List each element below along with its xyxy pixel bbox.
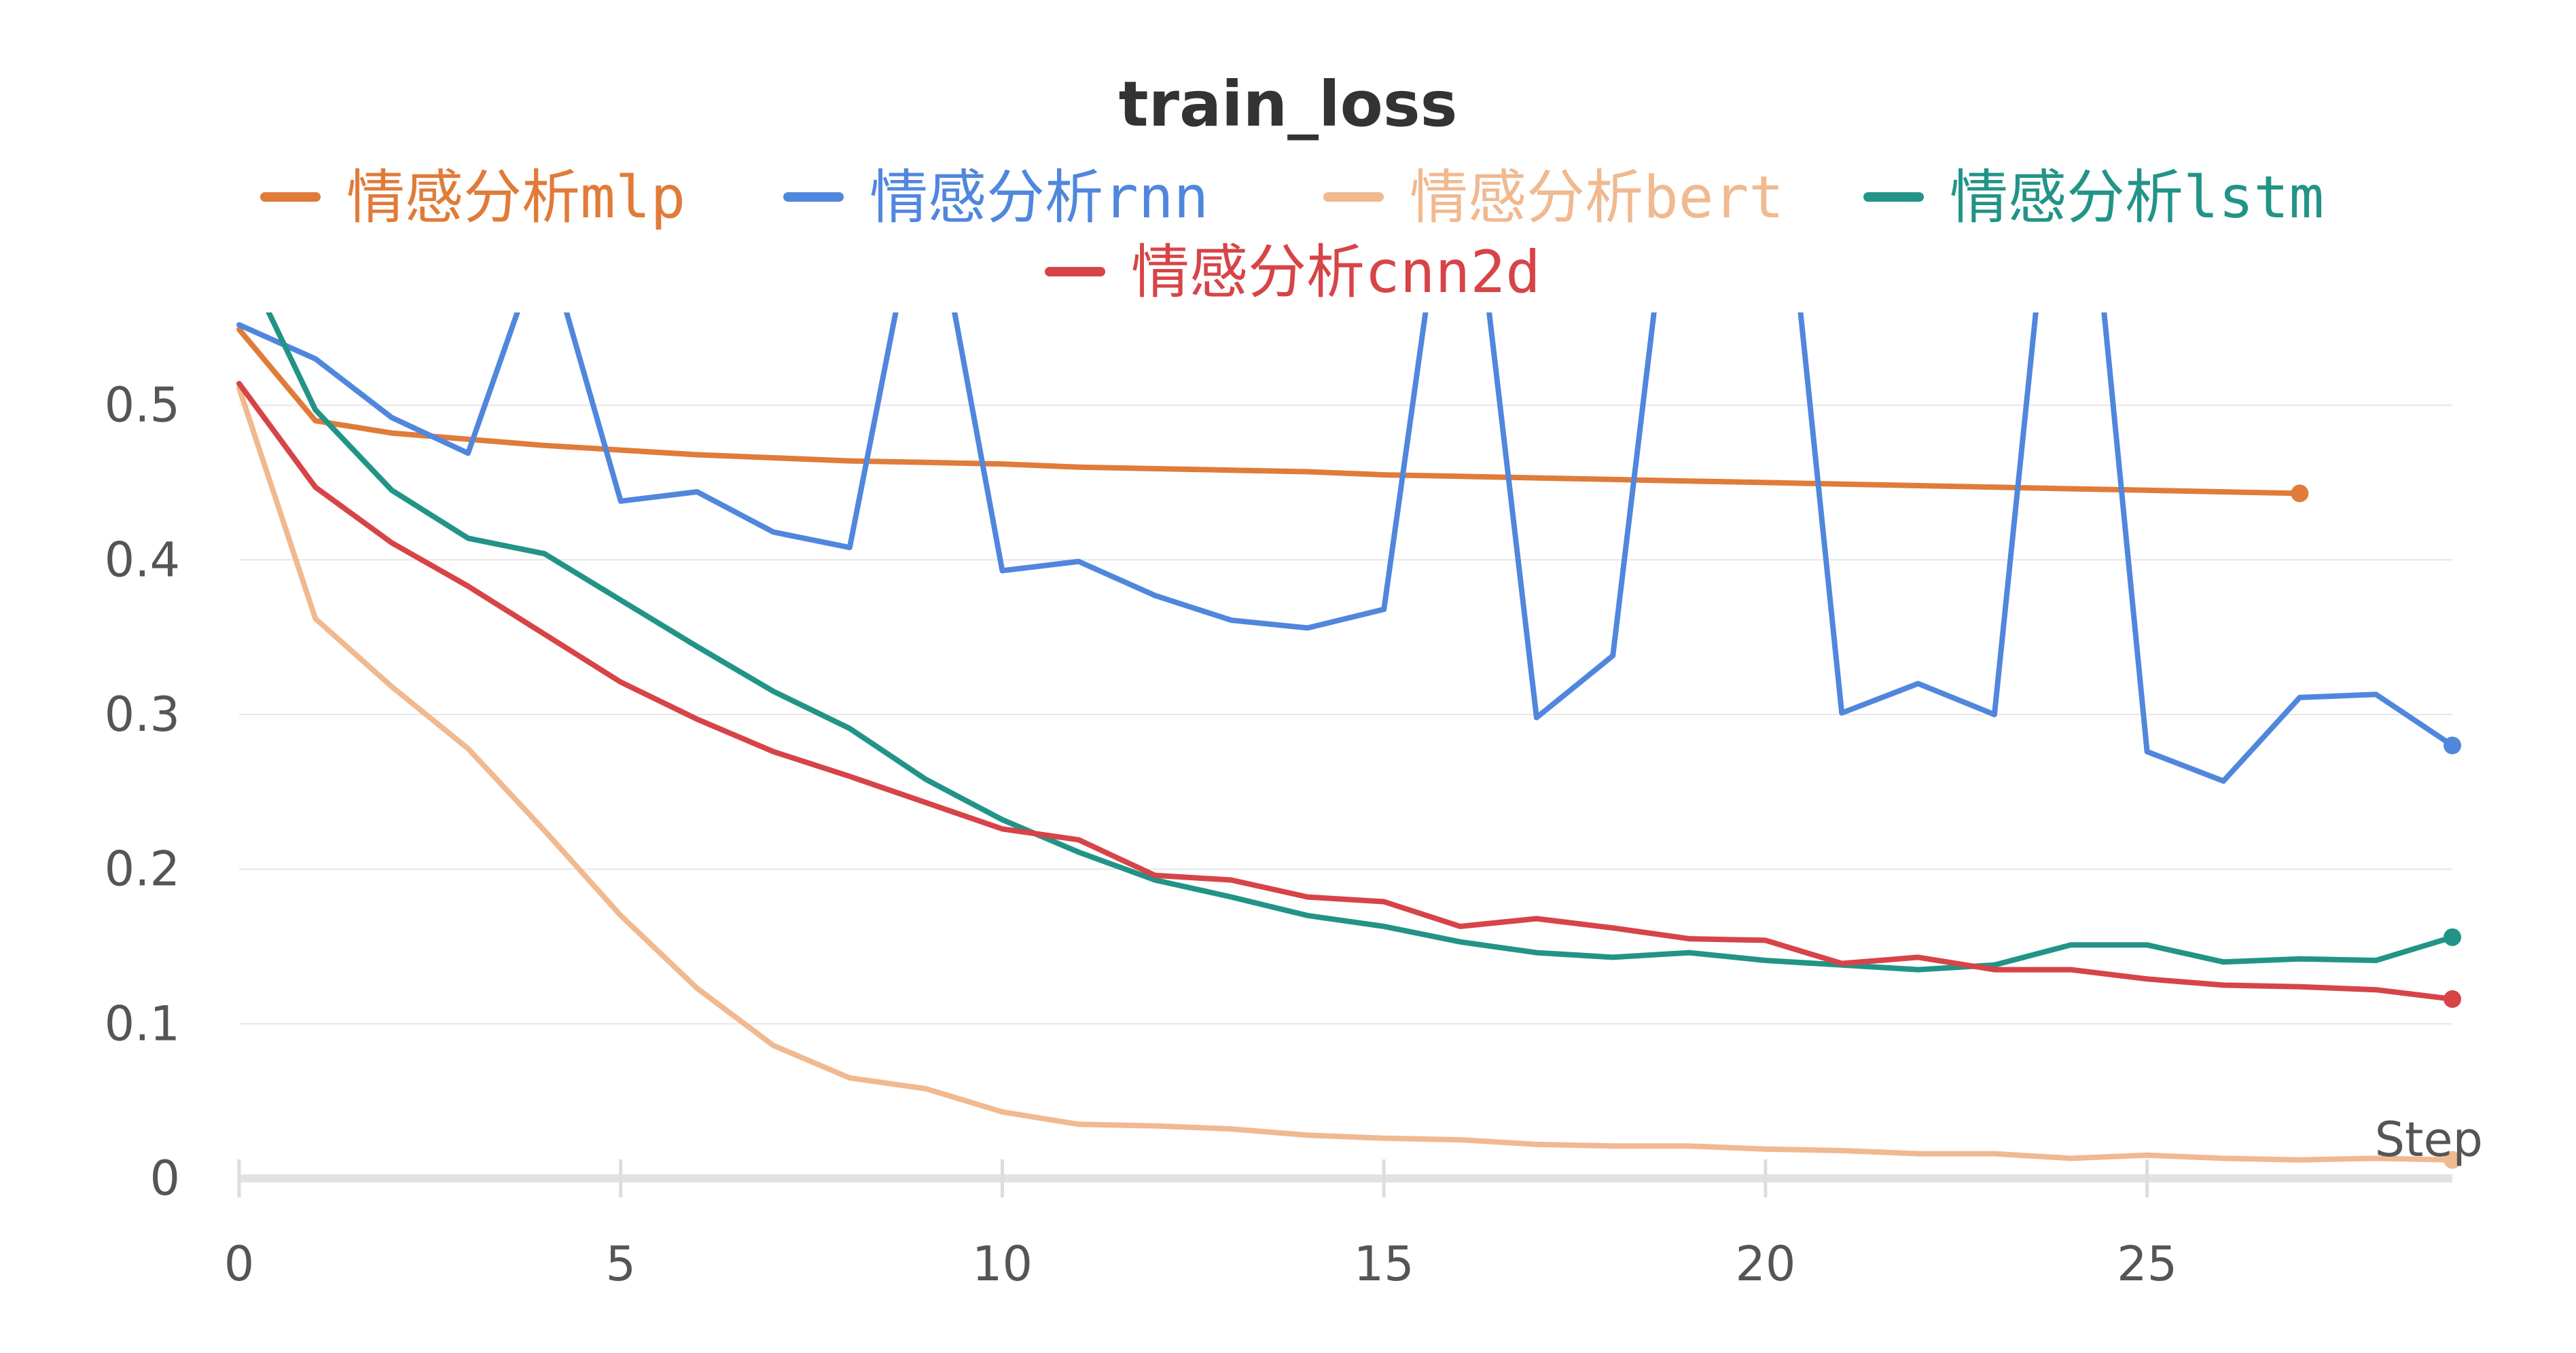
series-endpoint — [2444, 736, 2461, 755]
legend-label: 情感分析bert — [1410, 164, 1784, 232]
y-tick-label: 0.5 — [105, 378, 180, 433]
legend-label: 情感分析lstm — [1950, 164, 2324, 232]
legend-item[interactable]: 情感分析cnn2d — [1045, 238, 1541, 306]
x-tick-label: 10 — [972, 1236, 1033, 1292]
y-tick-label: 0 — [149, 1151, 180, 1206]
legend-item[interactable]: 情感分析rnn — [783, 164, 1209, 232]
series-endpoints — [2291, 484, 2461, 1169]
x-tick-label: 5 — [605, 1236, 636, 1292]
legend-item[interactable]: 情感分析mlp — [260, 164, 685, 232]
series-endpoint — [2444, 990, 2461, 1008]
series-line — [236, 380, 2455, 1002]
x-tick-label: 25 — [2117, 1236, 2177, 1292]
x-tick-label: 0 — [224, 1236, 255, 1292]
series-endpoint — [2444, 928, 2461, 946]
legend-item[interactable]: 情感分析lstm — [1863, 164, 2324, 232]
legend-item[interactable]: 情感分析bert — [1323, 164, 1784, 232]
series-endpoint — [2291, 484, 2309, 503]
y-tick-label: 0.2 — [105, 842, 180, 897]
series-line — [236, 327, 2303, 497]
x-axis-label: Step — [2375, 1112, 2483, 1168]
series-group — [236, 312, 2455, 1163]
legend-label: 情感分析mlp — [346, 164, 685, 232]
x-axis: 0 5 10 15 20 25 — [224, 1159, 2452, 1292]
y-tick-label: 0.4 — [105, 532, 180, 588]
x-tick-label: 15 — [1354, 1236, 1414, 1292]
series-endpoint — [2444, 1151, 2461, 1169]
chart-title: train_loss — [1119, 68, 1458, 141]
legend: 情感分析mlp 情感分析rnn 情感分析bert 情感分析lstm 情感分析cnn2d — [260, 164, 2324, 306]
y-tick-label: 0.1 — [105, 996, 180, 1051]
x-tick-label: 20 — [1735, 1236, 1795, 1292]
y-axis: 0 0.1 0.2 0.3 0.4 0.5 — [105, 378, 180, 1206]
legend-label: 情感分析cnn2d — [1131, 238, 1541, 306]
y-tick-label: 0.3 — [105, 687, 180, 742]
legend-label: 情感分析rnn — [870, 164, 1209, 232]
series-line — [266, 312, 2455, 973]
grid-lines — [239, 404, 2452, 1025]
series-line — [236, 312, 2455, 784]
series-line — [236, 385, 2455, 1163]
